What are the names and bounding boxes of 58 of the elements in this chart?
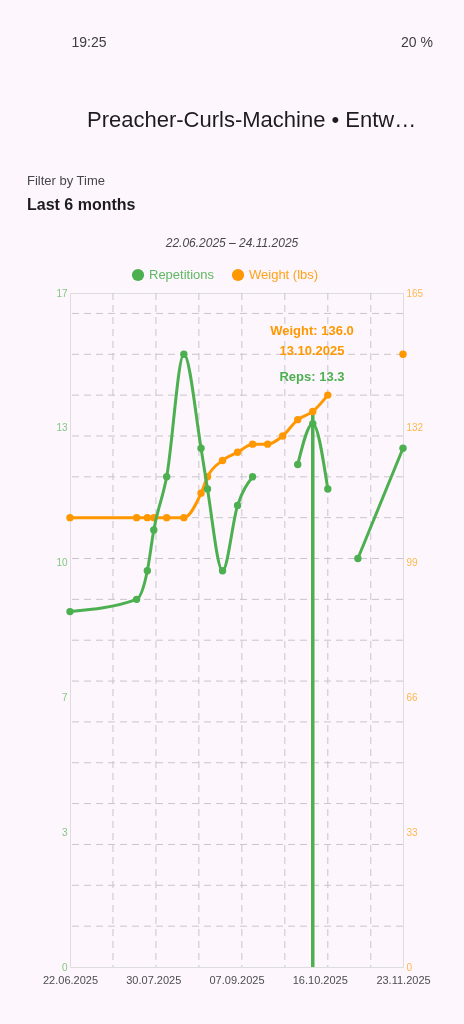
text: Last 6 months	[27, 196, 136, 213]
x-tick-label: 22.06.2025	[42, 973, 99, 986]
text: Filter by Time	[27, 173, 106, 188]
point	[233, 501, 242, 510]
y2-tick-label: 0	[406, 961, 413, 973]
y-tick-label: 3	[61, 826, 68, 838]
y-tick-label: 10	[56, 557, 68, 569]
y-tick-label: 13	[56, 422, 68, 434]
point	[218, 456, 227, 465]
point	[248, 440, 257, 448]
legend-label: Repetitions	[149, 267, 215, 282]
y2-tick-label: 132	[406, 422, 424, 434]
point	[309, 407, 317, 416]
point	[324, 485, 332, 493]
text: 19:25	[71, 34, 107, 50]
point	[203, 485, 212, 493]
point	[324, 391, 332, 399]
point	[399, 350, 407, 358]
x-tick-label: 30.07.2025	[126, 973, 182, 986]
point	[162, 513, 171, 522]
point	[294, 460, 302, 469]
point	[399, 444, 407, 452]
y2-tick-label: 33	[406, 826, 419, 838]
point	[180, 350, 188, 358]
point	[263, 440, 272, 448]
x-tick-label: 16.10.2025	[292, 973, 348, 986]
y2-tick-label: 165	[406, 287, 424, 299]
point	[66, 607, 74, 616]
y-tick-label: 17	[56, 287, 68, 299]
y2-tick-label: 99	[406, 557, 419, 569]
point	[143, 567, 152, 575]
chart-title: Preacher-Curls-Machine • Entw…	[87, 107, 417, 132]
x-tick-label: 23.11.2025	[376, 973, 431, 986]
point	[66, 513, 74, 522]
annotation: Weight: 136.0	[270, 323, 354, 338]
chart-subtitle: 22.06.2025 – 24.11.2025	[164, 236, 299, 250]
point	[180, 513, 188, 522]
point	[132, 595, 141, 604]
x-tick-label: 07.09.2025	[209, 973, 265, 986]
point	[248, 473, 257, 481]
y2-tick-label: 66	[406, 691, 419, 703]
point	[197, 444, 205, 452]
point	[143, 513, 152, 522]
annotation: Reps: 13.3	[279, 369, 345, 384]
point	[150, 526, 158, 534]
y-tick-label: 0	[61, 961, 68, 973]
point	[354, 554, 362, 563]
point	[278, 432, 287, 440]
text: 20 %	[401, 34, 433, 50]
point	[233, 448, 242, 457]
point	[218, 567, 227, 575]
legend-label: Weight (lbs)	[249, 267, 319, 282]
point	[197, 489, 205, 497]
y-tick-label: 7	[61, 691, 68, 703]
annotation: 13.10.2025	[279, 343, 345, 358]
point	[294, 415, 302, 424]
point	[162, 473, 171, 481]
point	[132, 513, 141, 522]
